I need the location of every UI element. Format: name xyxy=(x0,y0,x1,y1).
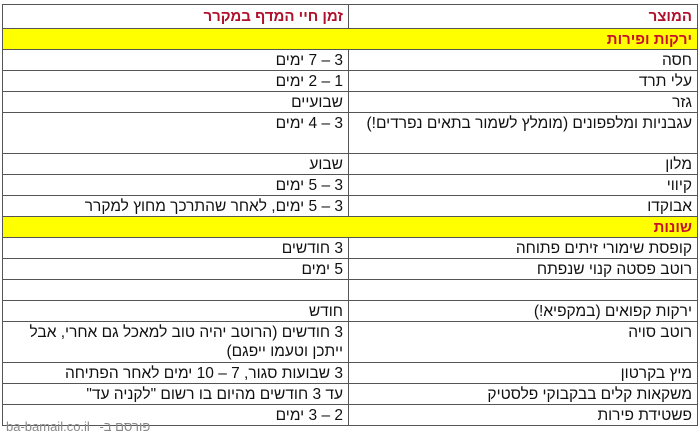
watermark-label: פורסם ב- xyxy=(99,419,151,434)
shelf-life-cell: 2 – 3 ימים xyxy=(2,404,349,426)
shelf-life-cell: 3 – 4 ימים xyxy=(2,112,349,154)
section-title: שונות xyxy=(2,216,698,238)
product-cell xyxy=(348,279,698,301)
table-header: המוצר זמן חיי המדף במקרר xyxy=(2,4,698,29)
product-cell: עלי תרד xyxy=(348,70,698,92)
shelf-life-cell: 3 חודשים (הרוטב יהיה טוב למאכל גם אחרי, … xyxy=(2,321,349,363)
header-product: המוצר xyxy=(348,4,698,29)
table-row: משקאות קלים בבקבוקי פלסטיק עד 3 חודשים מה… xyxy=(2,383,698,405)
table-row: חסה 3 – 7 ימים xyxy=(2,49,698,71)
table-row: עגבניות ומלפפונים (מומלץ לשמור בתאים נפר… xyxy=(2,112,698,154)
table-row: רוטב סויה 3 חודשים (הרוטב יהיה טוב למאכל … xyxy=(2,321,698,363)
table-row: מלון שבוע xyxy=(2,153,698,175)
section-header: ירקות ופירות xyxy=(2,28,698,50)
shelf-life-cell: 3 חודשים xyxy=(2,237,349,259)
shelf-life-cell: עד 3 חודשים מהיום בו רשום "לקניה עד" xyxy=(2,383,349,405)
table-row: עלי תרד 1 – 2 ימים xyxy=(2,70,698,92)
product-cell: חסה xyxy=(348,49,698,71)
shelf-life-cell: 3 – 5 ימים xyxy=(2,174,349,196)
shelf-life-cell: 1 – 2 ימים xyxy=(2,70,349,92)
table-row: קופסת שימורי זיתים פתוחה 3 חודשים xyxy=(2,237,698,259)
table-row: גזר שבועיים xyxy=(2,91,698,113)
product-cell: ירקות קפואים (במקפיא!) xyxy=(348,300,698,322)
product-cell: קיווי xyxy=(348,174,698,196)
product-cell: פשטידת פירות xyxy=(348,404,698,426)
table-row: אבוקדו 3 – 5 ימים, לאחר שהתרכך מחוץ למקרר xyxy=(2,195,698,217)
product-cell: מלון xyxy=(348,153,698,175)
section-title: ירקות ופירות xyxy=(2,28,698,50)
product-cell: רוטב פסטה קנוי שנפתח xyxy=(348,258,698,280)
shelf-life-cell: 3 שבועות סגור, 7 – 10 ימים לאחר הפתיחה xyxy=(2,362,349,384)
shelf-life-cell xyxy=(2,279,349,301)
table-row: ירקות קפואים (במקפיא!) חודש xyxy=(2,300,698,322)
product-cell: מיץ בקרטון xyxy=(348,362,698,384)
header-shelf-life: זמן חיי המדף במקרר xyxy=(2,4,349,29)
product-cell: רוטב סויה xyxy=(348,321,698,363)
watermark-site: ba-bamail.co.il xyxy=(6,419,90,434)
product-cell: משקאות קלים בבקבוקי פלסטיק xyxy=(348,383,698,405)
product-cell: אבוקדו xyxy=(348,195,698,217)
section-header: שונות xyxy=(2,216,698,238)
table-row: רוטב פסטה קנוי שנפתח 5 ימים xyxy=(2,258,698,280)
shelf-life-table: המוצר זמן חיי המדף במקרר ירקות ופירות חס… xyxy=(2,4,698,426)
table-row: קיווי 3 – 5 ימים xyxy=(2,174,698,196)
empty-row xyxy=(2,279,698,301)
shelf-life-cell: חודש xyxy=(2,300,349,322)
shelf-life-cell: 5 ימים xyxy=(2,258,349,280)
shelf-life-cell: 3 – 5 ימים, לאחר שהתרכך מחוץ למקרר xyxy=(2,195,349,217)
shelf-life-cell: שבועיים xyxy=(2,91,349,113)
product-cell: עגבניות ומלפפונים (מומלץ לשמור בתאים נפר… xyxy=(348,112,698,154)
product-cell: קופסת שימורי זיתים פתוחה xyxy=(348,237,698,259)
shelf-life-cell: 3 – 7 ימים xyxy=(2,49,349,71)
product-cell: גזר xyxy=(348,91,698,113)
shelf-life-cell: שבוע xyxy=(2,153,349,175)
table-row: מיץ בקרטון 3 שבועות סגור, 7 – 10 ימים לאח… xyxy=(2,362,698,384)
watermark: ba-bamail.co.il פורסם ב- xyxy=(6,419,156,434)
table-row: פשטידת פירות 2 – 3 ימים xyxy=(2,404,698,426)
